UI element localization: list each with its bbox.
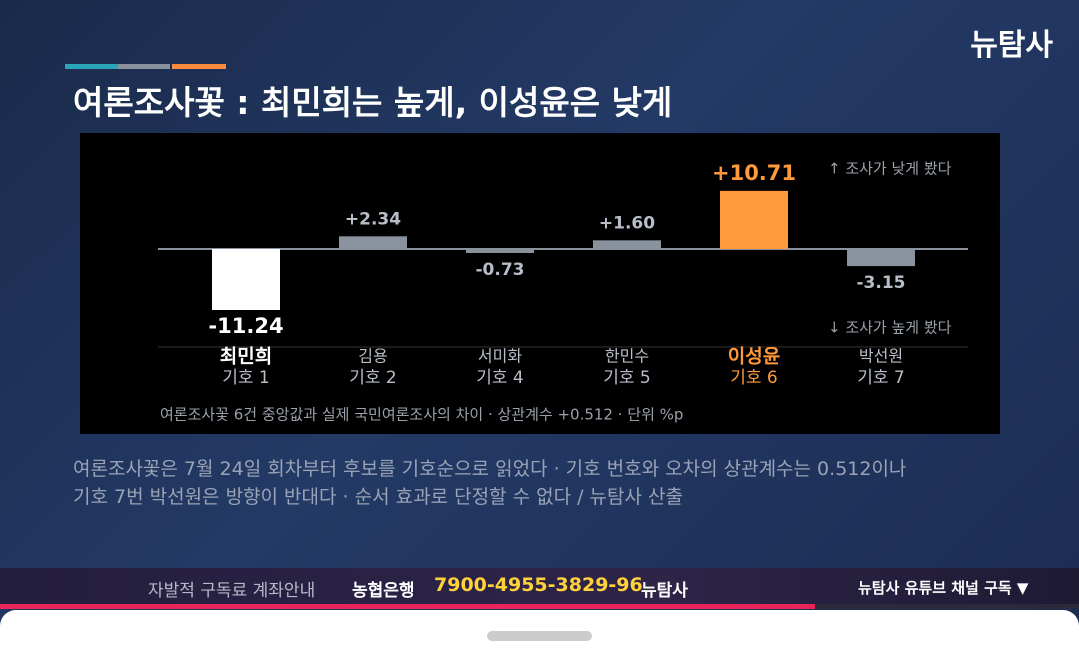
category-label: 이성윤 — [728, 346, 780, 368]
handle[interactable] — [487, 631, 592, 641]
value-label: +10.71 — [712, 161, 796, 185]
ballot-label: 기호 1 — [222, 368, 270, 388]
category-label: 김용 — [358, 347, 387, 366]
bar — [466, 249, 534, 253]
ticker-intro: 자발적 구독료 계좌안내 — [148, 581, 316, 601]
annotation: ↑ 조사가 낮게 봤다 — [828, 160, 952, 178]
caption-line: 기호 7번 박선원은 방향이 반대다 · 순서 효과로 단정할 수 없다 / 뉴… — [73, 486, 683, 508]
value-label: -0.73 — [476, 260, 525, 280]
bar — [212, 249, 280, 310]
bar — [847, 249, 915, 267]
ballot-label: 기호 2 — [349, 368, 397, 388]
caption-line: 여론조사꽃은 7월 24일 회차부터 후보를 기호순으로 읽었다 · 기호 번호… — [73, 458, 907, 480]
accent — [172, 64, 226, 69]
note: 여론조사꽃 6건 중앙값과 실제 국민여론조사의 차이 · 상관계수 +0.51… — [160, 406, 683, 424]
ballot-label: 기호 6 — [730, 368, 778, 388]
progress — [0, 604, 815, 609]
bar — [339, 236, 407, 249]
ticker-account: 7900-4955-3829-96 — [434, 574, 643, 596]
ballot-label: 기호 7 — [857, 368, 905, 388]
value-label: -11.24 — [208, 314, 283, 338]
value-label: +2.34 — [345, 209, 401, 229]
title: 여론조사꽃 : 최민희는 높게, 이성윤은 낮게 — [73, 83, 673, 122]
category-label: 한민수 — [605, 347, 649, 366]
value-label: +1.60 — [599, 213, 655, 233]
caption: 여론조사꽃은 7월 24일 회차부터 후보를 기호순으로 읽었다 · 기호 번호… — [73, 455, 906, 511]
ticker: 자발적 구독료 계좌안내 농협은행 7900-4955-3829-96 뉴탐사 … — [0, 568, 1079, 604]
value-label: -3.15 — [857, 273, 906, 293]
ticker-bank: 농협은행 — [352, 581, 415, 601]
ticker-holder: 뉴탐사 — [641, 581, 688, 601]
subscribe[interactable]: 뉴탐사 유튜브 채널 구독 ▼ — [858, 579, 1029, 597]
annotation: ↓ 조사가 높게 봤다 — [828, 319, 952, 337]
accent — [118, 64, 170, 69]
chart: ↑ 조사가 낮게 봤다 ↓ 조사가 높게 봤다 여론조사꽃 6건 중앙값과 실제… — [80, 133, 1000, 434]
ballot-label: 기호 5 — [603, 368, 651, 388]
ballot-label: 기호 4 — [476, 368, 524, 388]
category-label: 서미화 — [478, 347, 522, 366]
bar — [720, 190, 788, 249]
accent — [65, 64, 118, 69]
bar — [593, 240, 661, 249]
category-label: 최민희 — [220, 346, 272, 368]
logo: 뉴탐사 — [970, 28, 1053, 63]
category-label: 박선원 — [859, 347, 903, 366]
